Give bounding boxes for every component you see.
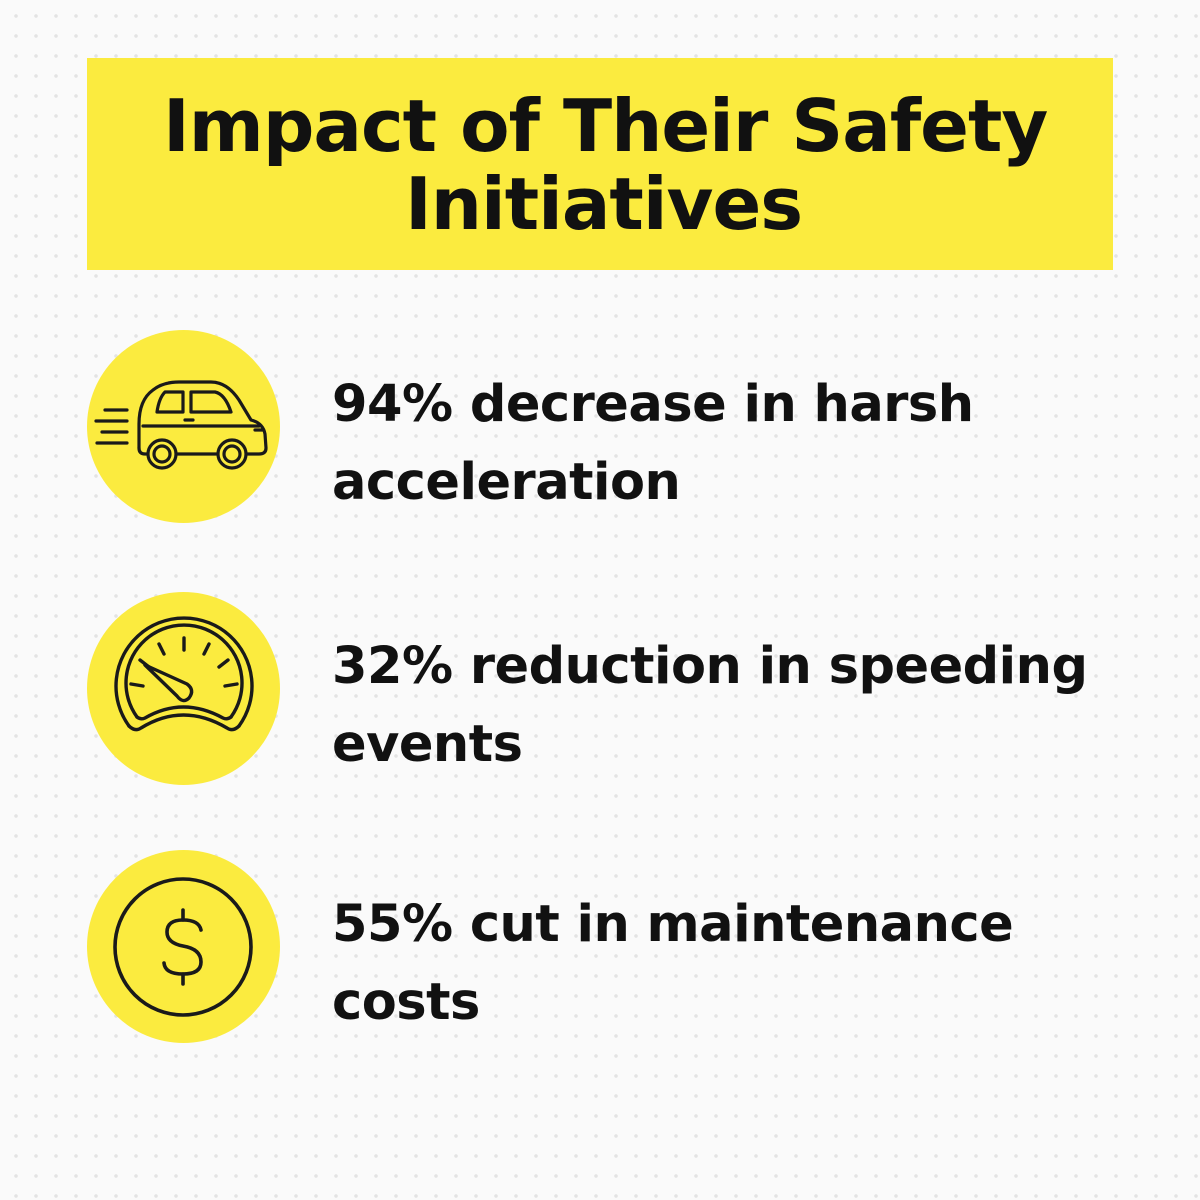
dollar-coin-icon [113, 877, 253, 1017]
stat-item-acceleration: 94% decrease in harsh acceleration [0, 330, 1200, 530]
stat-line-2: acceleration [332, 453, 681, 512]
title-banner: Impact of Their Safety Initiatives [87, 58, 1113, 270]
title-line-1: Impact of Their Safety [163, 84, 1048, 168]
stat-line-2: events [332, 715, 523, 774]
stat-line-2: costs [332, 973, 480, 1032]
title-line-2: Initiatives [405, 162, 803, 246]
icon-badge [87, 850, 280, 1043]
stat-line-1: 94% decrease in harsh [332, 375, 974, 434]
car-icon [94, 380, 268, 470]
stat-text: 94% decrease in harsh acceleration [332, 366, 1172, 522]
speedometer-icon [114, 616, 254, 732]
stat-item-maintenance: 55% cut in maintenance costs [0, 850, 1200, 1050]
stat-text: 55% cut in maintenance costs [332, 886, 1172, 1042]
icon-badge [87, 592, 280, 785]
stat-text: 32% reduction in speeding events [332, 628, 1172, 784]
stat-item-speeding: 32% reduction in speeding events [0, 592, 1200, 792]
stat-line-1: 55% cut in maintenance [332, 895, 1014, 954]
stat-line-1: 32% reduction in speeding [332, 637, 1088, 696]
icon-badge [87, 330, 280, 523]
